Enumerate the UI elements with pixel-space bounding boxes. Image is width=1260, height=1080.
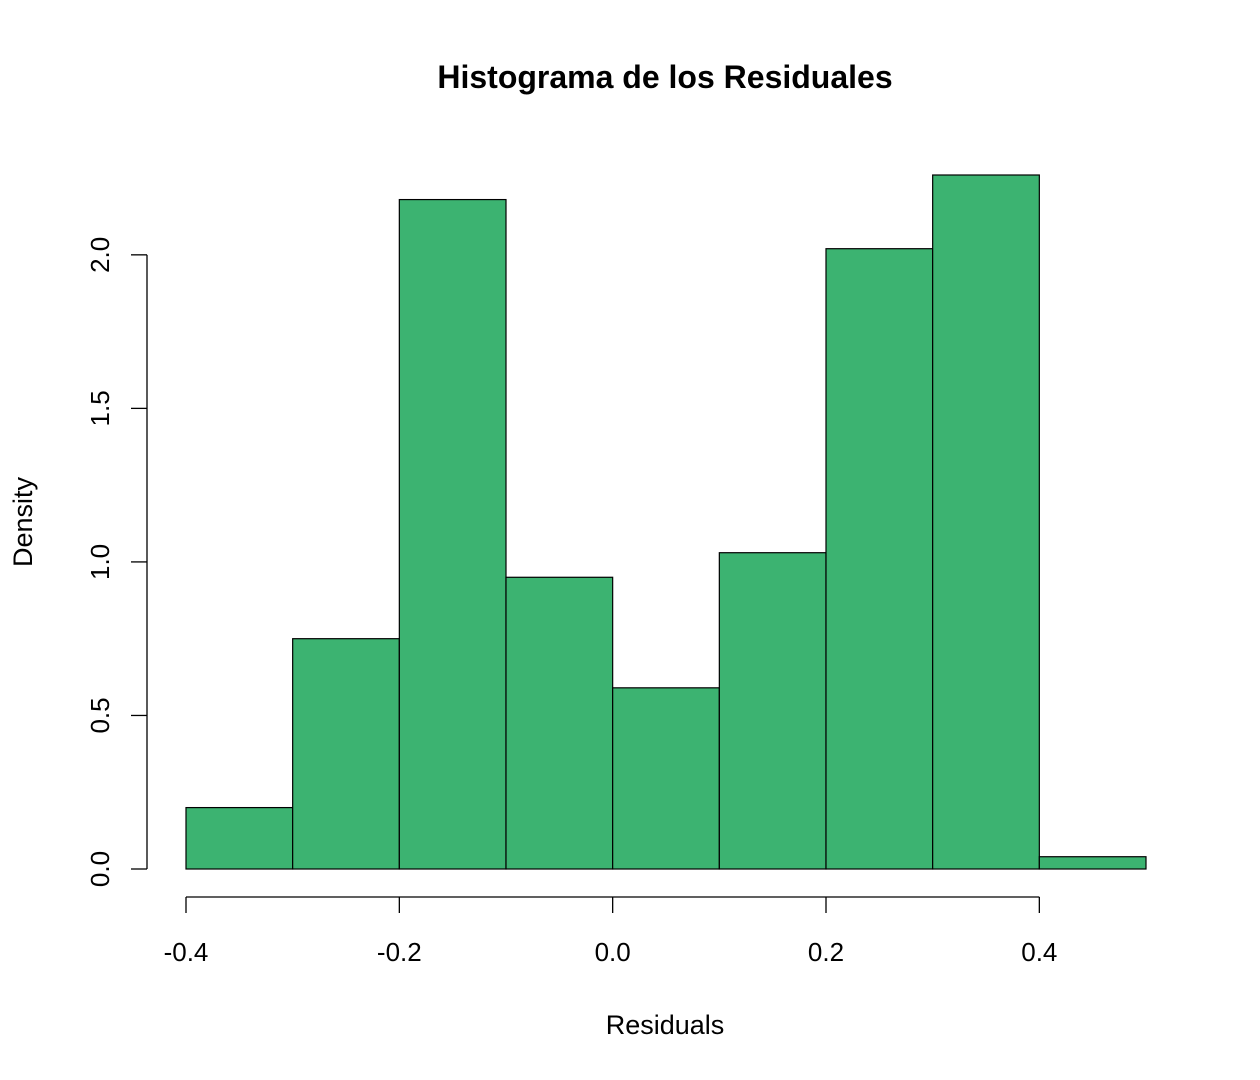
x-tick-label: 0.0: [595, 937, 631, 967]
y-tick-label: 1.0: [85, 544, 115, 580]
histogram-bar: [292, 638, 400, 870]
y-axis-label: Density: [8, 476, 38, 567]
histogram-bar: [932, 174, 1040, 870]
x-tick-label: 0.4: [1021, 937, 1057, 967]
y-axis: 0.0 0.5 1.0 1.5 2.0: [85, 237, 148, 887]
histogram-bar: [505, 576, 614, 870]
histogram-bar: [398, 198, 507, 870]
x-tick-label: -0.2: [377, 937, 422, 967]
y-tick-label: 2.0: [85, 237, 115, 273]
histogram-bar: [825, 248, 934, 870]
x-axis-label: Residuals: [606, 1010, 725, 1040]
histogram-bar: [185, 806, 294, 870]
histogram-bar: [718, 552, 827, 870]
chart-title: Histograma de los Residuales: [437, 59, 892, 95]
histogram-bar: [1038, 856, 1147, 870]
y-tick-label: 1.5: [85, 390, 115, 426]
x-tick-label: 0.2: [808, 937, 844, 967]
x-tick-label: -0.4: [164, 937, 209, 967]
x-axis: -0.4 -0.2 0.0 0.2 0.4: [164, 896, 1057, 967]
y-tick-label: 0.5: [85, 697, 115, 733]
histogram-bars: [185, 174, 1147, 870]
y-tick-label: 0.0: [85, 851, 115, 887]
histogram-bar: [612, 687, 720, 870]
